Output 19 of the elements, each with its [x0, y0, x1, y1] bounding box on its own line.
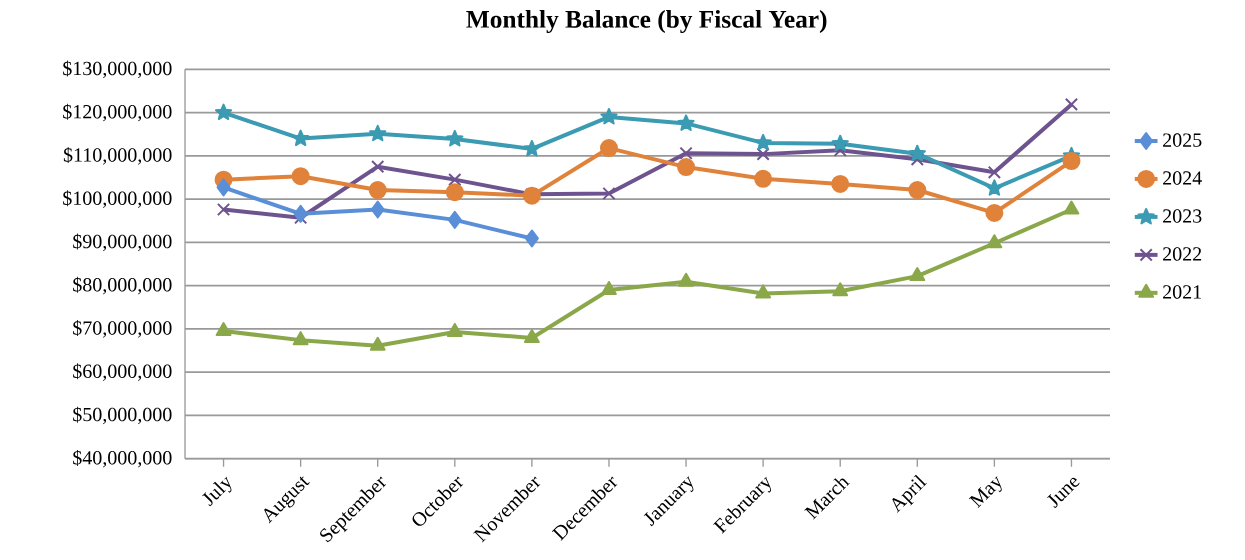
y-tick-label: $110,000,000	[63, 147, 172, 165]
legend-label: 2023	[1163, 209, 1202, 223]
legend-label: 2025	[1163, 133, 1202, 147]
y-tick-label: $120,000,000	[63, 103, 172, 122]
x-tick-label: June	[1047, 477, 1080, 509]
chart-title: Monthly Balance (by Fiscal Year)	[466, 10, 827, 34]
legend-label: 2024	[1163, 171, 1202, 185]
y-tick-label: $90,000,000	[73, 233, 172, 252]
x-tick-label: May	[968, 476, 1002, 509]
y-tick-label: $40,000,000	[73, 449, 172, 468]
legend-label: 2021	[1163, 285, 1201, 299]
legend-label: 2022	[1163, 247, 1202, 261]
y-tick-label: $130,000,000	[63, 60, 172, 79]
x-tick-label: July	[202, 476, 232, 507]
y-tick-label: $50,000,000	[73, 406, 172, 425]
y-tick-label: $60,000,000	[73, 363, 172, 381]
y-tick-label: $100,000,000	[63, 190, 172, 208]
y-tick-label: $80,000,000	[73, 276, 172, 295]
y-tick-label: $70,000,000	[73, 320, 172, 338]
